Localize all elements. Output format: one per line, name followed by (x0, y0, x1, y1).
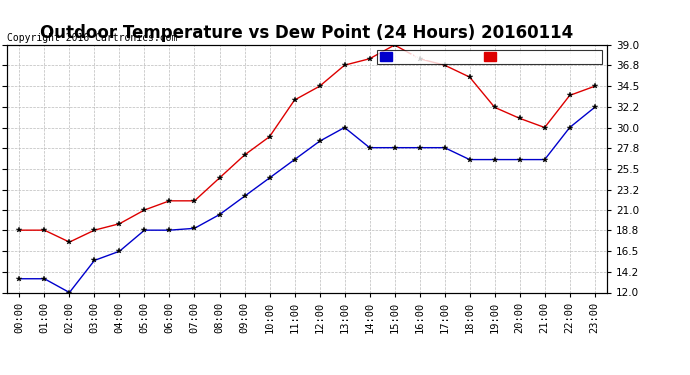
Legend: Dew Point (°F), Temperature (°F): Dew Point (°F), Temperature (°F) (377, 50, 602, 64)
Text: Copyright 2016 Cartronics.com: Copyright 2016 Cartronics.com (7, 33, 177, 42)
Title: Outdoor Temperature vs Dew Point (24 Hours) 20160114: Outdoor Temperature vs Dew Point (24 Hou… (41, 24, 573, 42)
